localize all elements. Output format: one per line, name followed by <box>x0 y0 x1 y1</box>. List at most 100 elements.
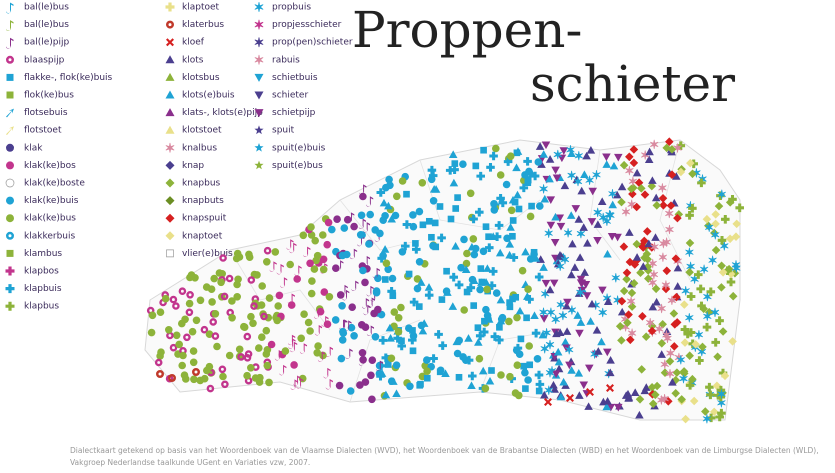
map-symbol <box>307 289 316 298</box>
map-symbol <box>225 351 234 360</box>
map-symbol <box>450 165 459 174</box>
map-symbol <box>715 412 724 422</box>
map-symbol <box>614 153 623 162</box>
map-symbol <box>538 330 548 339</box>
map-symbol <box>462 259 471 268</box>
map-symbol <box>359 184 367 195</box>
map-symbol <box>179 351 187 360</box>
map-symbol <box>574 151 583 161</box>
map-symbol <box>513 313 521 322</box>
legend-label: klotsbus <box>182 73 220 83</box>
map-symbol <box>482 305 490 314</box>
map-symbol <box>648 277 657 288</box>
map-symbol <box>209 318 217 326</box>
map-symbol <box>503 234 511 243</box>
map-symbol <box>474 324 482 332</box>
map-symbol <box>553 347 563 356</box>
map-symbol <box>313 349 321 357</box>
map-symbol <box>211 310 220 318</box>
map-symbol <box>494 221 504 230</box>
map-symbol <box>685 247 694 257</box>
map-symbol <box>415 207 424 216</box>
map-symbol <box>368 395 376 404</box>
map-symbol <box>325 379 333 390</box>
map-symbol <box>603 397 612 405</box>
map-symbol <box>485 243 494 252</box>
map-symbol <box>625 165 634 176</box>
map-symbol <box>312 256 320 265</box>
map-symbol <box>576 228 586 239</box>
legend-symbol <box>165 196 175 206</box>
map-symbol <box>287 293 295 304</box>
title-line-1: Proppen- <box>352 1 582 59</box>
legend-label: klapbuis <box>24 284 62 294</box>
map-symbol <box>374 305 382 314</box>
map-symbol <box>717 236 727 245</box>
map-symbol <box>464 355 474 365</box>
map-symbol <box>185 308 194 317</box>
map-symbol <box>221 380 229 389</box>
map-symbol <box>505 250 514 259</box>
map-symbol <box>429 242 437 250</box>
legend-symbol <box>254 73 264 82</box>
map-symbol <box>431 219 439 227</box>
map-symbol <box>535 380 545 389</box>
legend-symbol <box>6 161 14 170</box>
map-symbol <box>475 331 485 341</box>
map-symbol <box>685 313 694 323</box>
map-symbol <box>629 145 639 154</box>
legend-symbol <box>5 20 14 32</box>
map-symbol <box>710 228 719 238</box>
legend-symbol <box>166 249 174 258</box>
map-symbol <box>567 170 576 181</box>
map-symbol <box>366 210 374 219</box>
map-symbol <box>300 310 308 318</box>
map-symbol <box>455 373 463 381</box>
map-symbol <box>507 206 516 215</box>
map-symbol <box>627 302 637 311</box>
map-symbol <box>424 290 434 300</box>
map-symbol <box>721 215 730 224</box>
map-symbol <box>628 176 638 186</box>
legend-label: klak(ke)bos <box>24 161 76 171</box>
map-symbol <box>673 143 682 153</box>
map-symbol <box>379 216 387 224</box>
map-symbol <box>563 298 572 307</box>
map-symbol <box>398 248 407 256</box>
map-symbol <box>676 355 685 365</box>
map-symbol <box>175 340 183 349</box>
map-symbol <box>686 292 696 301</box>
map-symbol <box>545 339 555 350</box>
map-symbol <box>606 384 614 392</box>
map-symbol <box>642 249 652 259</box>
map-symbol <box>575 253 585 261</box>
legend-symbol <box>6 231 14 240</box>
map-symbol <box>665 368 675 379</box>
map-symbol <box>540 390 549 399</box>
legend-symbol <box>254 125 264 135</box>
map-symbol <box>459 353 467 361</box>
map-symbol <box>607 232 617 241</box>
map-symbol <box>685 381 695 390</box>
legend-label: klaterbus <box>182 20 224 30</box>
map-symbol <box>647 243 657 252</box>
map-symbol <box>622 274 631 284</box>
map-symbol <box>525 295 534 304</box>
map-symbol <box>662 237 671 247</box>
map-symbol <box>384 265 392 274</box>
map-symbol <box>549 279 559 288</box>
map-symbol <box>512 346 521 355</box>
map-symbol <box>345 348 353 359</box>
map-symbol <box>367 297 375 308</box>
map-symbol <box>178 319 186 328</box>
map-symbol <box>720 241 729 251</box>
legend-symbol <box>165 231 175 241</box>
map-symbol <box>556 261 565 271</box>
map-symbol <box>233 293 241 301</box>
map-symbol <box>567 149 576 158</box>
legend-symbol <box>166 38 174 47</box>
map-symbol <box>524 376 532 384</box>
map-symbol <box>320 288 329 296</box>
map-symbol <box>393 334 402 343</box>
map-symbol <box>502 180 511 189</box>
